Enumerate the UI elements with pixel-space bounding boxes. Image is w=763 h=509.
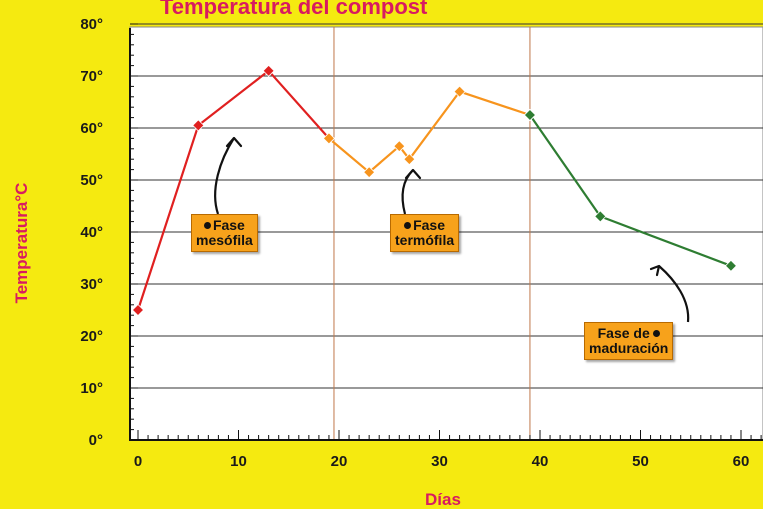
x-tick-label: 20 (331, 453, 348, 470)
arrow-shaft (658, 265, 690, 323)
arrow-shaft (214, 137, 235, 215)
phase-dividers (333, 27, 531, 440)
axes (129, 23, 763, 441)
annotation-line1: Fase (413, 217, 446, 233)
data-point (363, 166, 376, 179)
data-point (322, 132, 336, 145)
y-tick-label: 40° (80, 224, 103, 241)
x-tick-label: 60 (733, 453, 750, 470)
arrow-head (225, 136, 243, 148)
annotation-line1: Fase de (597, 325, 650, 341)
y-tick-label: 20° (80, 328, 103, 345)
y-tick-labels: 0° 10° 20° 30° 40° 50° 60° 70° 80° (80, 16, 103, 449)
data-point (262, 64, 275, 77)
data-point (393, 140, 406, 153)
series-line (136, 69, 330, 311)
data-points (131, 64, 738, 317)
x-tick-label: 30 (431, 453, 448, 470)
data-point (594, 210, 607, 223)
annotation-line2: mesófila (196, 232, 253, 248)
data-point (523, 108, 537, 122)
annotation-line2: termófila (395, 232, 455, 248)
x-tick-label: 0 (134, 453, 142, 470)
data-point (724, 259, 738, 272)
annotation-maturation: Fase de maduración (584, 322, 674, 360)
grid (130, 23, 763, 389)
arrow-head (649, 264, 661, 277)
x-axis-title: Días (425, 490, 461, 509)
annotation-arrows (214, 136, 690, 323)
data-point (453, 85, 466, 98)
y-tick-label: 50° (80, 172, 103, 189)
y-tick-label: 70° (80, 68, 103, 85)
annotation-mesophilic: Fase mesófila (191, 214, 258, 252)
bullet-icon (652, 330, 660, 338)
y-tick-label: 60° (80, 120, 103, 137)
annotation-line1: Fase (212, 217, 245, 233)
y-axis-title: Temperatura°C (12, 183, 31, 304)
x-tick-label: 10 (230, 453, 247, 470)
y-tick-label: 10° (80, 380, 103, 397)
series-line (328, 90, 531, 174)
y-tick-label: 0° (89, 432, 103, 449)
chart-title: Temperatura del compost (160, 0, 428, 19)
y-tick-label: 80° (80, 16, 103, 33)
x-tick-label: 40 (532, 453, 549, 470)
data-point (403, 153, 416, 166)
data-point (192, 119, 205, 132)
data-point (131, 303, 145, 317)
x-tick-label: 50 (632, 453, 649, 470)
bullet-icon (203, 222, 211, 230)
bullet-icon (404, 222, 412, 230)
y-tick-label: 30° (80, 276, 103, 293)
annotation-line2: maduración (589, 340, 669, 356)
arrow-head (404, 168, 422, 180)
annotation-thermophilic: Fase termófila (390, 214, 460, 252)
x-tick-labels: 0 10 20 30 40 50 60 (134, 453, 750, 470)
